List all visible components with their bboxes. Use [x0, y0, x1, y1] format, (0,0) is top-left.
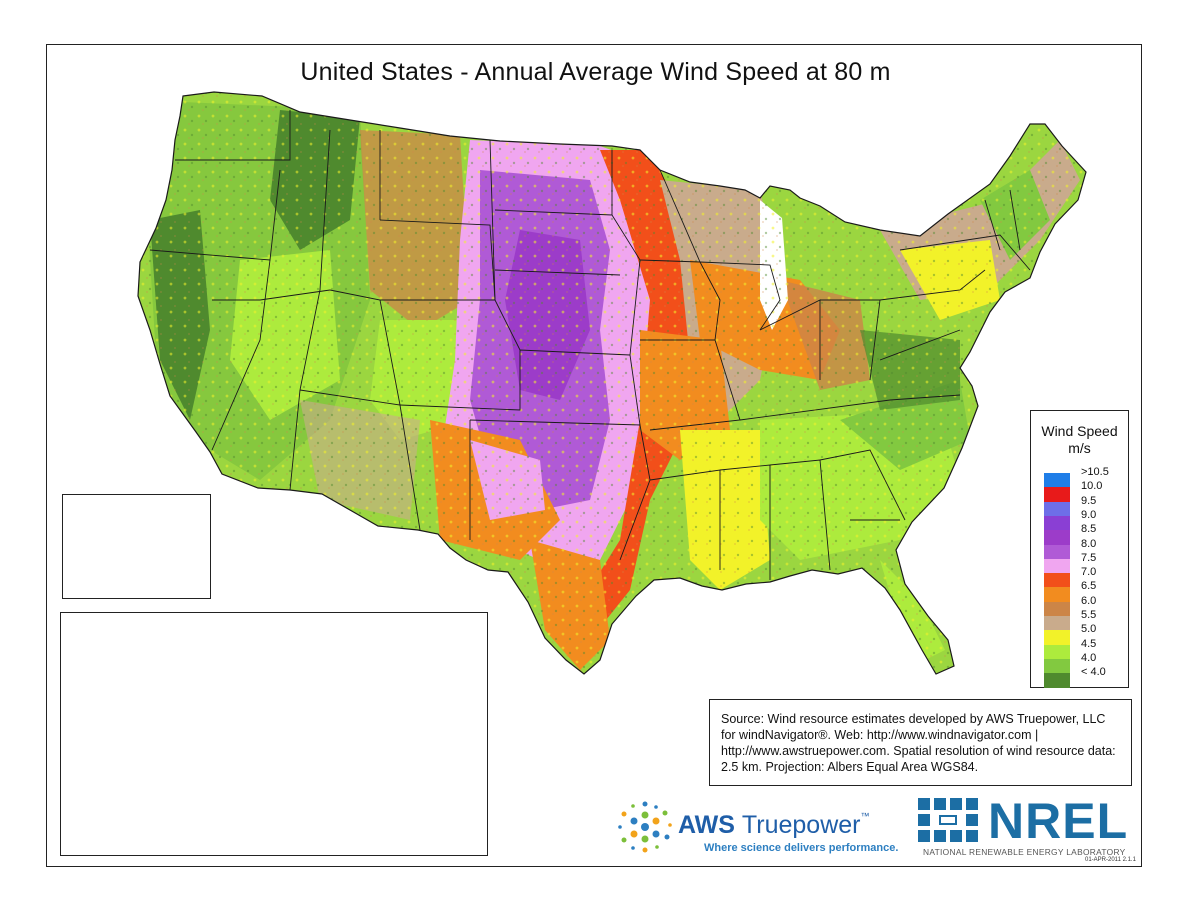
contiguous-us-wind-field [138, 92, 1086, 674]
legend-label: >10.5 [1081, 466, 1109, 478]
legend-label: 9.0 [1081, 508, 1097, 521]
legend-label: 8.5 [1081, 523, 1097, 536]
legend-title-line2: m/s [1068, 440, 1091, 456]
legend-swatch [1044, 658, 1070, 674]
aws-truepower-logo: AWS Truepower™ Where science delivers pe… [615, 795, 915, 859]
aws-brand-bold: AWS [678, 811, 735, 839]
aws-tagline: Where science delivers performance. [704, 842, 899, 854]
aws-brand-name: AWS Truepower™ [678, 811, 869, 840]
legend-label: 8.0 [1081, 537, 1097, 550]
nrel-grid-icon [918, 798, 978, 842]
legend-swatch [1044, 530, 1070, 546]
legend-label: < 4.0 [1081, 666, 1106, 679]
legend-swatch [1044, 573, 1070, 589]
legend-swatch [1044, 558, 1070, 574]
legend-swatch [1044, 673, 1070, 689]
legend-swatch [1044, 473, 1070, 488]
legend-label: 7.0 [1081, 566, 1097, 579]
legend-label: 10.0 [1081, 480, 1103, 493]
legend-swatch [1044, 601, 1070, 617]
nrel-subtitle: NATIONAL RENEWABLE ENERGY LABORATORY [923, 847, 1126, 857]
legend-label: 5.5 [1081, 609, 1097, 621]
alaska-inset-frame [60, 612, 488, 856]
nrel-brand-name: NREL [988, 793, 1129, 849]
legend-label: 7.5 [1081, 551, 1097, 564]
legend-swatch [1044, 544, 1070, 560]
map-title: United States - Annual Average Wind Spee… [300, 58, 891, 86]
source-note: Source: Wind resource estimates develope… [709, 699, 1132, 786]
legend-swatch [1044, 487, 1070, 503]
datestamp: 01-APR-2011 2.1.1 [1085, 857, 1136, 863]
legend-swatch [1044, 644, 1070, 660]
legend-swatch [1044, 587, 1070, 603]
legend-swatch [1044, 616, 1070, 631]
nrel-logo: NREL NATIONAL RENEWABLE ENERGY LABORATOR… [918, 793, 1132, 860]
aws-dots-icon [618, 801, 672, 853]
aws-brand-light: Truepower [741, 811, 861, 839]
legend-title: Wind Speed m/s [1031, 423, 1128, 457]
legend-label: 4.5 [1081, 637, 1097, 650]
legend-label: 5.0 [1081, 623, 1097, 636]
legend-label: 9.5 [1081, 494, 1097, 507]
legend-label: 4.0 [1081, 651, 1097, 664]
legend-label: 6.5 [1081, 580, 1097, 593]
hawaii-inset-frame [62, 494, 211, 599]
state-borders [137, 91, 1087, 675]
legend-label: 6.0 [1081, 594, 1097, 607]
legend-swatch [1044, 501, 1070, 517]
legend-title-line1: Wind Speed [1041, 423, 1118, 439]
aws-trademark: ™ [860, 811, 870, 821]
legend-swatch [1044, 630, 1070, 646]
legend-swatch [1044, 515, 1070, 531]
wind-speed-legend: Wind Speed m/s >10.5 10.0 9.5 9.0 8.5 8.0 7.5 7… [1030, 410, 1129, 689]
